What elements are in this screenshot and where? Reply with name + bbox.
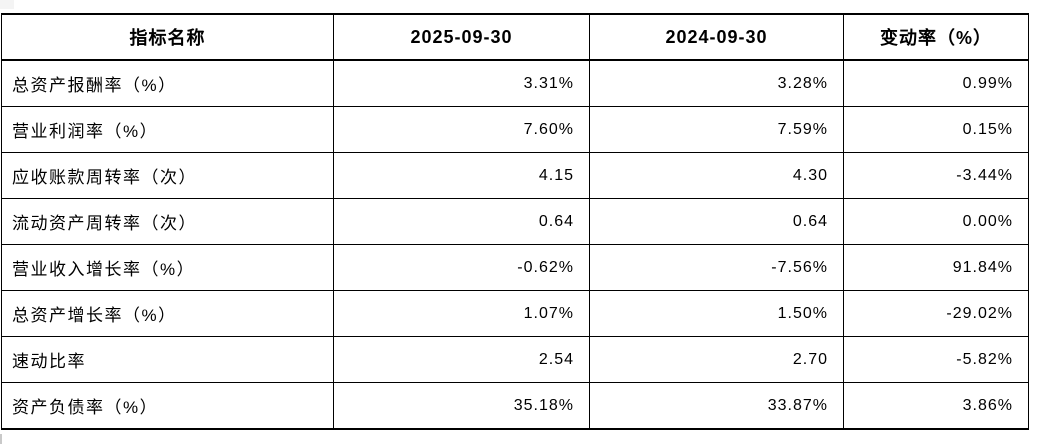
value-2024: 2.70 (589, 336, 844, 383)
change-rate-value: -3.44% (843, 152, 1029, 199)
value-2024: 3.28% (589, 59, 844, 107)
change-rate-value: 0.99% (843, 59, 1029, 107)
change-rate-value: -29.02% (843, 290, 1029, 337)
value-2024: 7.59% (589, 106, 844, 153)
table-row: 总资产报酬率（%） 3.31% 3.28% 0.99% (1, 59, 1029, 107)
indicator-label: 总资产增长率（%） (1, 290, 334, 337)
table-row: 应收账款周转率（次） 4.15 4.30 -3.44% (1, 152, 1029, 199)
table-row: 资产负债率（%） 35.18% 33.87% 3.86% (1, 382, 1029, 430)
table-row: 营业收入增长率（%） -0.62% -7.56% 91.84% (1, 244, 1029, 291)
value-2025: 4.15 (333, 152, 590, 199)
value-2025: 7.60% (333, 106, 590, 153)
table-row: 流动资产周转率（次） 0.64 0.64 0.00% (1, 198, 1029, 245)
col-header-indicator-name: 指标名称 (1, 13, 334, 61)
value-2025: 2.54 (333, 336, 590, 383)
change-rate-value: -5.82% (843, 336, 1029, 383)
indicator-label: 速动比率 (1, 336, 334, 383)
value-2025: 1.07% (333, 290, 590, 337)
indicator-label: 营业利润率（%） (1, 106, 334, 153)
change-rate-value: 0.00% (843, 198, 1029, 245)
value-2024: -7.56% (589, 244, 844, 291)
table-row: 速动比率 2.54 2.70 -5.82% (1, 336, 1029, 383)
col-header-change-rate: 变动率（%） (843, 13, 1029, 61)
indicator-label: 应收账款周转率（次） (1, 152, 334, 199)
indicator-label: 总资产报酬率（%） (1, 59, 334, 107)
change-rate-value: 91.84% (843, 244, 1029, 291)
financial-indicators-table: 指标名称 2025-09-30 2024-09-30 变动率（%） 总资产报酬率… (1, 13, 1029, 430)
change-rate-value: 0.15% (843, 106, 1029, 153)
value-2024: 4.30 (589, 152, 844, 199)
value-2024: 1.50% (589, 290, 844, 337)
bottom-left-artifact (0, 434, 2, 444)
table-row: 总资产增长率（%） 1.07% 1.50% -29.02% (1, 290, 1029, 337)
value-2024: 33.87% (589, 382, 844, 430)
table-header-row: 指标名称 2025-09-30 2024-09-30 变动率（%） (1, 13, 1029, 61)
value-2025: 0.64 (333, 198, 590, 245)
col-header-2024-09-30: 2024-09-30 (589, 13, 844, 61)
indicator-label: 资产负债率（%） (1, 382, 334, 430)
col-header-2025-09-30: 2025-09-30 (333, 13, 590, 61)
value-2025: -0.62% (333, 244, 590, 291)
indicator-label: 营业收入增长率（%） (1, 244, 334, 291)
value-2024: 0.64 (589, 198, 844, 245)
change-rate-value: 3.86% (843, 382, 1029, 430)
table-row: 营业利润率（%） 7.60% 7.59% 0.15% (1, 106, 1029, 153)
value-2025: 35.18% (333, 382, 590, 430)
top-left-artifact (0, 0, 14, 9)
indicator-label: 流动资产周转率（次） (1, 198, 334, 245)
value-2025: 3.31% (333, 59, 590, 107)
